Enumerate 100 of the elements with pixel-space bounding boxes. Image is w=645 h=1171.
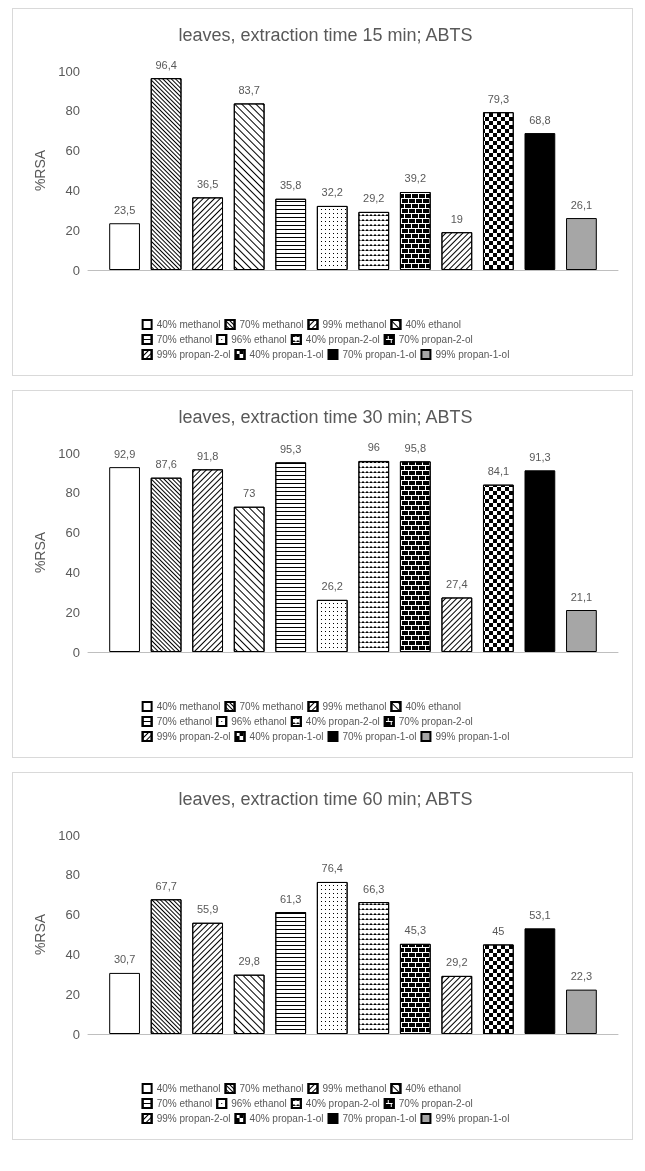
y-tick-label: 0 [72, 1026, 80, 1042]
y-axis-title: %RSA [32, 531, 49, 574]
bar [109, 972, 140, 1034]
data-label: 91,8 [196, 449, 219, 462]
legend-label: 96% ethanol [231, 334, 287, 345]
y-tick-label: 80 [65, 103, 80, 119]
legend-label: 40% propan-2-ol [305, 716, 380, 727]
legend-label: 70% propan-1-ol [342, 349, 417, 360]
data-label: 87,6 [155, 458, 177, 471]
data-label: 19 [450, 212, 463, 225]
legend-label: 99% methanol [322, 701, 387, 712]
y-axis-title: %RSA [32, 913, 49, 956]
data-label: 95,3 [279, 442, 302, 455]
legend-label: 40% propan-1-ol [249, 731, 324, 742]
data-label: 23,5 [113, 203, 136, 216]
data-label: 36,5 [196, 177, 219, 190]
legend-label: 70% ethanol [156, 1098, 213, 1109]
legend-label: 99% propan-1-ol [435, 1113, 510, 1124]
data-label: 92,9 [113, 447, 136, 460]
data-label: 95,8 [404, 441, 427, 454]
legend-label: 70% propan-2-ol [398, 334, 473, 345]
legend-label: 99% propan-1-ol [435, 349, 510, 360]
legend-label: 70% methanol [239, 1083, 304, 1094]
legend-label: 96% ethanol [231, 1098, 287, 1109]
legend-label: 40% methanol [156, 319, 221, 330]
data-label: 96,4 [155, 58, 177, 71]
legend-label: 96% ethanol [231, 716, 287, 727]
data-label: 73 [243, 487, 256, 500]
y-tick-label: 60 [65, 525, 80, 541]
data-label: 32,2 [321, 186, 343, 199]
y-tick-label: 60 [65, 907, 80, 923]
legend-label: 40% methanol [156, 1083, 221, 1094]
data-label: 91,3 [529, 450, 551, 463]
data-label: 29,8 [238, 955, 260, 968]
legend-label: 40% propan-1-ol [249, 1113, 324, 1124]
legend-label: 99% propan-2-ol [156, 1113, 231, 1124]
data-label: 26,1 [570, 198, 593, 211]
y-tick-label: 60 [65, 143, 80, 159]
y-tick-label: 0 [72, 644, 80, 660]
legend-label: 70% propan-2-ol [398, 1098, 473, 1109]
data-label: 26,2 [321, 580, 343, 593]
legend-label: 40% propan-2-ol [305, 334, 380, 345]
legend-label: 99% methanol [322, 1083, 387, 1094]
y-tick-label: 40 [65, 182, 80, 198]
bar [524, 928, 556, 1034]
data-label: 27,4 [446, 577, 468, 590]
legend-label: 40% methanol [156, 701, 221, 712]
y-tick-label: 20 [65, 986, 80, 1002]
y-tick-label: 80 [65, 867, 80, 883]
y-tick-label: 40 [65, 564, 80, 580]
legend-label: 70% ethanol [156, 716, 213, 727]
y-tick-label: 20 [65, 604, 80, 620]
y-tick-label: 100 [58, 445, 80, 461]
legend-label: 40% ethanol [405, 1083, 462, 1094]
data-label: 67,7 [155, 879, 177, 892]
legend-label: 70% propan-1-ol [342, 1113, 417, 1124]
bar [524, 470, 556, 652]
data-label: 39,2 [404, 172, 427, 185]
data-label: 45,3 [404, 924, 427, 937]
bar [524, 133, 556, 270]
legend-label: 70% methanol [239, 701, 304, 712]
bar [566, 218, 597, 270]
data-label: 53,1 [529, 908, 551, 921]
y-tick-label: 80 [65, 485, 80, 501]
y-tick-label: 20 [65, 222, 80, 238]
data-label: 79,3 [487, 92, 510, 105]
data-label: 29,2 [363, 192, 385, 205]
data-label: 68,8 [529, 113, 551, 126]
legend-label: 40% propan-2-ol [305, 1098, 380, 1109]
y-tick-label: 40 [65, 946, 80, 962]
bar [109, 467, 140, 652]
data-label: 76,4 [321, 862, 343, 875]
data-label: 83,7 [238, 83, 260, 96]
chart-title: leaves, extraction time 60 min; ABTS [178, 789, 473, 809]
legend-label: 70% methanol [239, 319, 304, 330]
data-label: 29,2 [446, 956, 468, 969]
data-label: 55,9 [196, 903, 219, 916]
data-label: 21,1 [570, 590, 593, 603]
bar [109, 223, 140, 270]
bar [566, 989, 597, 1034]
legend-label: 99% methanol [322, 319, 387, 330]
chart-title: leaves, extraction time 15 min; ABTS [178, 25, 473, 45]
data-label: 96 [367, 441, 380, 454]
legend-label: 99% propan-2-ol [156, 731, 231, 742]
legend-label: 99% propan-2-ol [156, 349, 231, 360]
data-label: 84,1 [487, 465, 510, 478]
legend-label: 70% propan-1-ol [342, 731, 417, 742]
chart-title: leaves, extraction time 30 min; ABTS [178, 407, 473, 427]
legend-label: 70% propan-2-ol [398, 716, 473, 727]
legend-label: 40% ethanol [405, 319, 462, 330]
data-label: 22,3 [570, 970, 593, 983]
y-tick-label: 100 [58, 63, 80, 79]
y-tick-label: 0 [72, 262, 80, 278]
data-label: 45 [492, 924, 505, 937]
data-label: 61,3 [279, 892, 302, 905]
legend-label: 99% propan-1-ol [435, 731, 510, 742]
y-tick-label: 100 [58, 827, 80, 843]
y-axis-title: %RSA [32, 149, 49, 192]
data-label: 30,7 [113, 953, 136, 966]
legend-label: 70% ethanol [156, 334, 213, 345]
